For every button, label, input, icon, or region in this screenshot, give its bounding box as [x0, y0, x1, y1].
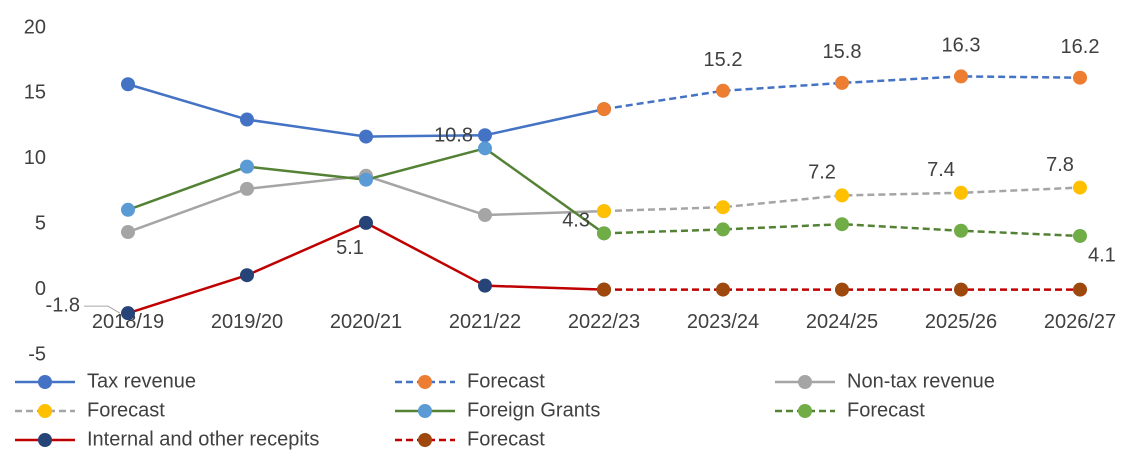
x-tick-label: 2024/25	[806, 311, 878, 333]
legend-item: Forecast	[395, 428, 545, 450]
data-label: -1.8	[46, 294, 80, 316]
marker	[478, 208, 492, 223]
data-label: 16.3	[942, 35, 981, 57]
marker	[597, 282, 611, 297]
legend-marker	[418, 375, 432, 389]
marker	[359, 215, 373, 230]
marker	[597, 204, 611, 219]
legend-item: Forecast	[395, 370, 545, 392]
y-tick-label: 10	[24, 147, 46, 169]
marker	[835, 188, 849, 203]
marker	[478, 141, 492, 156]
legend-item: Internal and other recepits	[15, 428, 319, 450]
marker	[954, 223, 968, 238]
x-tick-label: 2018/19	[92, 311, 164, 333]
marker	[1073, 70, 1087, 85]
marker	[121, 202, 135, 217]
y-tick-label: -5	[28, 343, 46, 365]
y-tick-label: 15	[24, 82, 46, 104]
legend-marker	[798, 404, 812, 418]
marker	[954, 185, 968, 200]
marker	[954, 282, 968, 297]
leader-line	[84, 305, 121, 314]
marker	[835, 282, 849, 297]
legend-label: Non-tax revenue	[847, 370, 995, 392]
legend-label: Internal and other recepits	[87, 428, 319, 450]
marker	[835, 217, 849, 232]
marker	[240, 268, 254, 283]
legend-label: Forecast	[87, 399, 165, 421]
data-label: 4.3	[562, 210, 590, 232]
marker	[716, 282, 730, 297]
series-line	[127, 83, 605, 138]
data-label: 7.4	[927, 159, 955, 181]
x-tick-label: 2025/26	[925, 311, 997, 333]
y-tick-label: 20	[24, 16, 46, 38]
marker	[478, 128, 492, 143]
legend-label: Forecast	[467, 370, 545, 392]
legend-marker	[38, 404, 52, 418]
legend-item: Forecast	[775, 399, 925, 421]
data-label: 16.2	[1061, 36, 1100, 58]
legend-item: Forecast	[15, 399, 165, 421]
legend-marker	[418, 404, 432, 418]
x-tick-label: 2019/20	[211, 311, 283, 333]
legend-marker	[418, 433, 432, 447]
x-tick-label: 2026/27	[1044, 311, 1116, 333]
legend-label: Foreign Grants	[467, 399, 600, 421]
series-line	[603, 186, 1081, 213]
data-label: 5.1	[336, 237, 364, 259]
marker	[1073, 282, 1087, 297]
data-label: 10.8	[434, 125, 473, 147]
marker	[240, 159, 254, 174]
y-tick-label: 5	[35, 212, 46, 234]
marker	[597, 226, 611, 241]
series-line	[127, 221, 605, 315]
legend-item: Tax revenue	[15, 370, 196, 392]
marker	[240, 112, 254, 127]
legend-item: Non-tax revenue	[775, 370, 995, 392]
marker	[716, 200, 730, 215]
series-line	[603, 222, 1081, 238]
marker	[121, 306, 135, 321]
marker	[1073, 228, 1087, 243]
legend-item: Foreign Grants	[395, 399, 600, 421]
marker	[240, 181, 254, 196]
legend-marker	[38, 433, 52, 447]
data-label: 15.2	[704, 49, 743, 71]
y-tick-label: 0	[35, 278, 46, 300]
marker	[359, 172, 373, 187]
marker	[359, 129, 373, 144]
data-label: 4.1	[1088, 244, 1116, 266]
marker	[1073, 180, 1087, 195]
legend-marker	[38, 375, 52, 389]
marker	[954, 69, 968, 84]
data-label: 15.8	[823, 41, 862, 63]
x-tick-label: 2020/21	[330, 311, 402, 333]
x-tick-label: 2021/22	[449, 311, 521, 333]
marker	[716, 83, 730, 98]
marker	[835, 75, 849, 90]
legend-label: Tax revenue	[87, 370, 196, 392]
series-line	[603, 75, 1081, 111]
marker	[716, 222, 730, 237]
marker	[597, 102, 611, 117]
marker	[478, 278, 492, 293]
marker	[121, 225, 135, 240]
legend-marker	[798, 375, 812, 389]
x-tick-label: 2023/24	[687, 311, 759, 333]
marker	[121, 77, 135, 92]
legend-label: Forecast	[467, 428, 545, 450]
data-label: 7.8	[1046, 154, 1074, 176]
legend-label: Forecast	[847, 399, 925, 421]
data-label: 7.2	[808, 162, 836, 184]
x-tick-label: 2022/23	[568, 311, 640, 333]
